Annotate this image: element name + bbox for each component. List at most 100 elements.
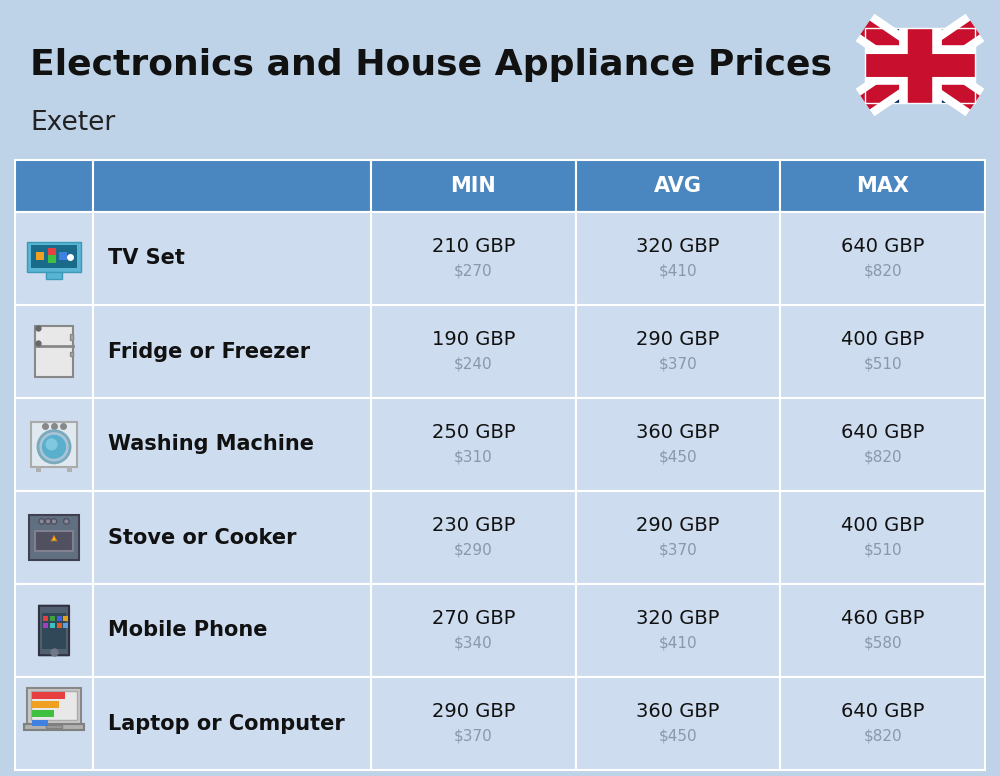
- Text: $410: $410: [659, 635, 697, 650]
- Text: Washing Machine: Washing Machine: [108, 435, 314, 455]
- Text: $370: $370: [659, 542, 697, 557]
- Text: $580: $580: [863, 635, 902, 650]
- Bar: [576, 677, 780, 770]
- Text: $340: $340: [454, 635, 493, 650]
- Bar: [15, 305, 93, 398]
- Text: $240: $240: [454, 356, 493, 371]
- Bar: [371, 677, 576, 770]
- Polygon shape: [52, 538, 56, 542]
- Bar: [67, 467, 72, 472]
- Bar: [780, 398, 985, 491]
- Text: TV Set: TV Set: [108, 248, 185, 268]
- Text: $290: $290: [454, 542, 493, 557]
- Bar: [29, 514, 79, 560]
- Bar: [24, 723, 84, 730]
- Text: $450: $450: [659, 728, 697, 743]
- Bar: [576, 584, 780, 677]
- Text: 460 GBP: 460 GBP: [841, 609, 924, 628]
- Text: 400 GBP: 400 GBP: [841, 516, 924, 535]
- FancyBboxPatch shape: [39, 606, 69, 655]
- Text: $450: $450: [659, 449, 697, 464]
- Bar: [576, 212, 780, 305]
- Bar: [70, 334, 73, 340]
- Bar: [576, 305, 780, 398]
- Polygon shape: [50, 535, 58, 542]
- Bar: [57, 616, 62, 622]
- Circle shape: [51, 518, 57, 524]
- Text: $370: $370: [454, 728, 493, 743]
- Text: 270 GBP: 270 GBP: [432, 609, 515, 628]
- Circle shape: [38, 431, 70, 462]
- Text: Electronics and House Appliance Prices: Electronics and House Appliance Prices: [30, 48, 832, 82]
- Bar: [32, 701, 59, 708]
- Bar: [50, 616, 55, 622]
- Bar: [865, 27, 975, 102]
- Bar: [93, 212, 371, 305]
- Text: 320 GBP: 320 GBP: [636, 237, 720, 256]
- Text: Fridge or Freezer: Fridge or Freezer: [108, 341, 310, 362]
- Bar: [93, 305, 371, 398]
- Bar: [371, 305, 576, 398]
- Text: $820: $820: [863, 728, 902, 743]
- Bar: [63, 623, 68, 628]
- Bar: [780, 160, 985, 212]
- Bar: [46, 272, 62, 279]
- Bar: [15, 677, 93, 770]
- Bar: [780, 212, 985, 305]
- Bar: [31, 421, 77, 467]
- Bar: [32, 719, 48, 726]
- Bar: [865, 27, 975, 102]
- Bar: [93, 584, 371, 677]
- Bar: [50, 623, 55, 628]
- Bar: [371, 160, 576, 212]
- Bar: [36, 251, 44, 259]
- Bar: [780, 491, 985, 584]
- Bar: [15, 160, 93, 212]
- Bar: [46, 725, 62, 728]
- Bar: [576, 491, 780, 584]
- Bar: [48, 255, 56, 263]
- Bar: [780, 584, 985, 677]
- Bar: [93, 677, 371, 770]
- Circle shape: [45, 518, 51, 524]
- Text: 290 GBP: 290 GBP: [636, 516, 720, 535]
- Bar: [27, 241, 81, 272]
- Text: 360 GBP: 360 GBP: [636, 702, 720, 721]
- Text: Mobile Phone: Mobile Phone: [108, 621, 268, 640]
- Bar: [371, 584, 576, 677]
- Bar: [42, 613, 66, 649]
- Text: 290 GBP: 290 GBP: [432, 702, 515, 721]
- Bar: [371, 212, 576, 305]
- Bar: [93, 491, 371, 584]
- Bar: [15, 584, 93, 677]
- Bar: [371, 491, 576, 584]
- Text: 210 GBP: 210 GBP: [432, 237, 515, 256]
- Bar: [32, 691, 65, 698]
- Bar: [15, 491, 93, 584]
- Bar: [36, 467, 41, 472]
- Bar: [32, 710, 54, 717]
- Text: $510: $510: [863, 542, 902, 557]
- Bar: [780, 305, 985, 398]
- Text: AVG: AVG: [654, 176, 702, 196]
- Text: 640 GBP: 640 GBP: [841, 237, 924, 256]
- Text: $510: $510: [863, 356, 902, 371]
- Bar: [27, 688, 81, 723]
- Text: Exeter: Exeter: [30, 110, 115, 136]
- Text: Stove or Cooker: Stove or Cooker: [108, 528, 296, 548]
- Text: Laptop or Computer: Laptop or Computer: [108, 713, 345, 733]
- Bar: [59, 251, 67, 259]
- Text: $820: $820: [863, 449, 902, 464]
- Bar: [93, 160, 371, 212]
- Bar: [31, 245, 77, 268]
- Bar: [15, 212, 93, 305]
- Bar: [93, 398, 371, 491]
- Text: 640 GBP: 640 GBP: [841, 423, 924, 442]
- Circle shape: [64, 518, 69, 524]
- Text: $370: $370: [659, 356, 697, 371]
- Circle shape: [46, 438, 58, 450]
- Bar: [31, 691, 77, 720]
- Bar: [43, 616, 48, 622]
- Bar: [70, 352, 73, 356]
- Text: 400 GBP: 400 GBP: [841, 330, 924, 349]
